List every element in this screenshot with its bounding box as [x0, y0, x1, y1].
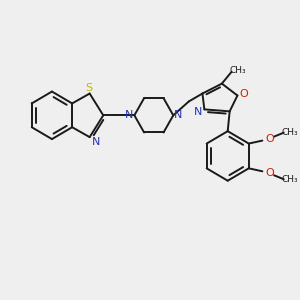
Text: CH₃: CH₃ [229, 66, 246, 75]
Text: CH₃: CH₃ [281, 175, 298, 184]
Text: N: N [174, 110, 182, 120]
Text: S: S [85, 82, 92, 93]
Text: N: N [125, 110, 134, 120]
Text: N: N [92, 137, 101, 147]
Text: O: O [266, 134, 274, 144]
Text: N: N [194, 107, 202, 117]
Text: CH₃: CH₃ [281, 128, 298, 137]
Text: O: O [266, 168, 274, 178]
Text: O: O [240, 88, 249, 98]
